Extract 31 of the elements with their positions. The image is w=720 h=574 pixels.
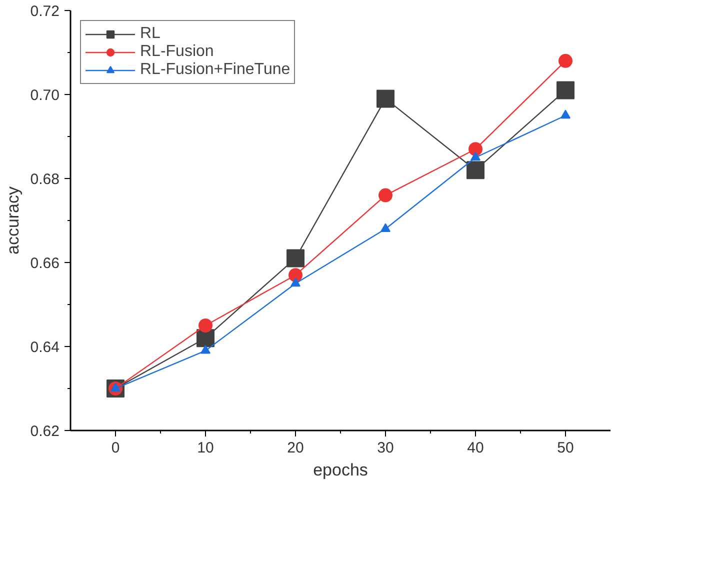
point bbox=[376, 90, 394, 108]
x-tick-label: 30 bbox=[377, 440, 394, 456]
point bbox=[466, 161, 484, 180]
legend-label: RL-Fusion+FineTune bbox=[140, 61, 290, 79]
y-tick-label: 0.68 bbox=[30, 171, 60, 188]
legend-label: RL-Fusion bbox=[140, 43, 214, 61]
point bbox=[560, 110, 570, 119]
point bbox=[470, 152, 480, 161]
point bbox=[468, 142, 482, 156]
x-tick-label: 20 bbox=[287, 440, 304, 456]
point bbox=[290, 278, 300, 287]
point bbox=[380, 223, 390, 232]
x-axis-title: epochs bbox=[313, 460, 368, 480]
point bbox=[200, 345, 210, 354]
point bbox=[556, 81, 574, 100]
point bbox=[286, 249, 304, 268]
point bbox=[558, 54, 572, 68]
y-tick-label: 0.70 bbox=[30, 87, 60, 104]
x-tick-label: 10 bbox=[197, 440, 214, 456]
y-axis-title: accuracy bbox=[3, 186, 22, 255]
x-tick-label: 50 bbox=[557, 440, 574, 456]
x-tick-label: 40 bbox=[467, 440, 484, 456]
point bbox=[198, 318, 212, 332]
y-tick-label: 0.72 bbox=[30, 3, 60, 20]
x-tick-label: 0 bbox=[111, 440, 120, 456]
point bbox=[288, 268, 302, 282]
y-tick-label: 0.66 bbox=[30, 255, 60, 272]
legend-label: RL bbox=[140, 25, 160, 43]
point bbox=[378, 188, 392, 202]
y-tick-label: 0.64 bbox=[30, 339, 60, 356]
y-tick-label: 0.62 bbox=[30, 423, 60, 440]
